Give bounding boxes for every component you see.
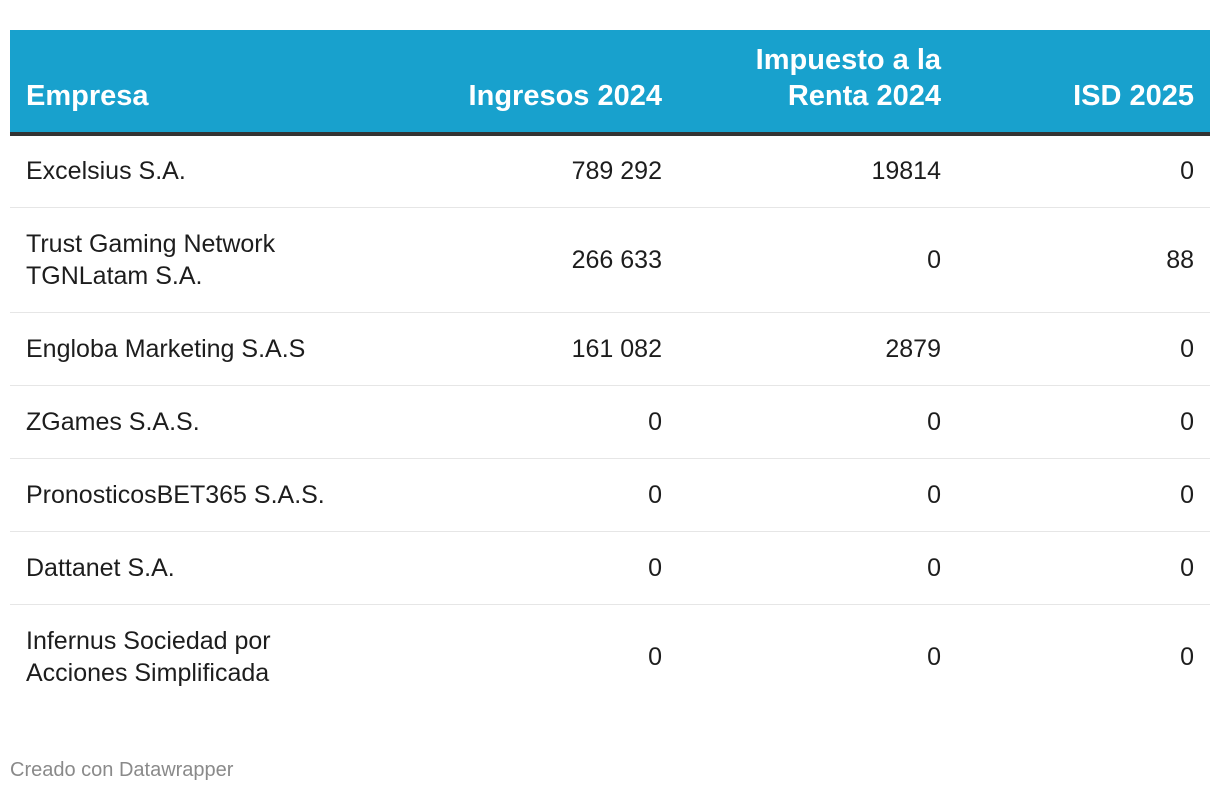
table-row: Dattanet S.A. 0 0 0 (10, 531, 1210, 605)
cell-impuesto: 0 (678, 531, 957, 605)
cell-empresa-line-1: Trust Gaming Network (26, 229, 276, 258)
cell-ingresos: 0 (410, 458, 678, 532)
cell-ingresos: 0 (648, 642, 662, 671)
cell-isd: 0 (957, 531, 1210, 605)
cell-ingresos: 789 292 (410, 134, 678, 208)
cell-empresa: ZGames S.A.S. (10, 385, 410, 459)
cell-isd: 0 (957, 312, 1210, 386)
table-row: Trust Gaming Network TGNLatam S.A. 266 63… (10, 207, 1210, 313)
cell-empresa-line-1: Infernus Sociedad por (26, 626, 271, 655)
table-body: Excelsius S.A. 789 292 19814 0 Trust Gam… (10, 134, 1210, 709)
cell-isd: 0 (957, 458, 1210, 532)
table-row: Excelsius S.A. 789 292 19814 0 (10, 134, 1210, 208)
cell-impuesto: 19814 (678, 134, 957, 208)
cell-impuesto: 0 (678, 207, 957, 313)
cell-empresa-line-2: Acciones Simplificada (26, 658, 270, 687)
table-row: Engloba Marketing S.A.S 161 082 2879 0 (10, 312, 1210, 386)
cell-isd: 0 (957, 385, 1210, 459)
cell-empresa: Dattanet S.A. (10, 531, 410, 605)
data-table-container: Empresa Ingresos 2024 Impuesto a la Rent… (10, 30, 1210, 709)
cell-impuesto: 0 (678, 385, 957, 459)
credit-link[interactable]: Creado con Datawrapper (10, 759, 234, 781)
column-header-impuesto-renta-2024[interactable]: Impuesto a la Renta 2024 (678, 30, 957, 136)
cell-impuesto: 2879 (678, 312, 957, 386)
table-header: Empresa Ingresos 2024 Impuesto a la Rent… (10, 30, 1210, 136)
column-header-ingresos-2024[interactable]: Ingresos 2024 (410, 30, 678, 136)
cell-empresa: Trust Gaming Network TGNLatam S.A. (10, 207, 410, 313)
column-header-empresa[interactable]: Empresa (10, 30, 410, 136)
column-header-isd-2025[interactable]: ISD 2025 (957, 30, 1210, 136)
cell-ingresos: 266 633 (410, 207, 678, 313)
header-row: Empresa Ingresos 2024 Impuesto a la Rent… (10, 30, 1210, 136)
cell-isd: 0 (1180, 642, 1194, 671)
cell-empresa-line-2: TGNLatam S.A. (26, 261, 203, 290)
cell-isd: 88 (957, 207, 1210, 313)
table-row: ZGames S.A.S. 0 0 0 (10, 385, 1210, 459)
cell-empresa: Engloba Marketing S.A.S (10, 312, 410, 386)
cell-ingresos: 161 082 (410, 312, 678, 386)
cell-impuesto: 0 (678, 458, 957, 532)
cell-ingresos: 0 (410, 531, 678, 605)
cell-empresa: PronosticosBET365 S.A.S. (10, 458, 410, 532)
cell-empresa: Excelsius S.A. (10, 134, 410, 208)
cell-empresa: Infernus Sociedad por Acciones Simplifica… (10, 604, 410, 709)
cell-isd: 0 (957, 134, 1210, 208)
cell-impuesto: 0 (927, 642, 941, 671)
table-row: Infernus Sociedad por Acciones Simplifica… (10, 604, 1210, 709)
data-table: Empresa Ingresos 2024 Impuesto a la Rent… (10, 30, 1210, 709)
cell-ingresos: 0 (410, 385, 678, 459)
table-row: PronosticosBET365 S.A.S. 0 0 0 (10, 458, 1210, 532)
